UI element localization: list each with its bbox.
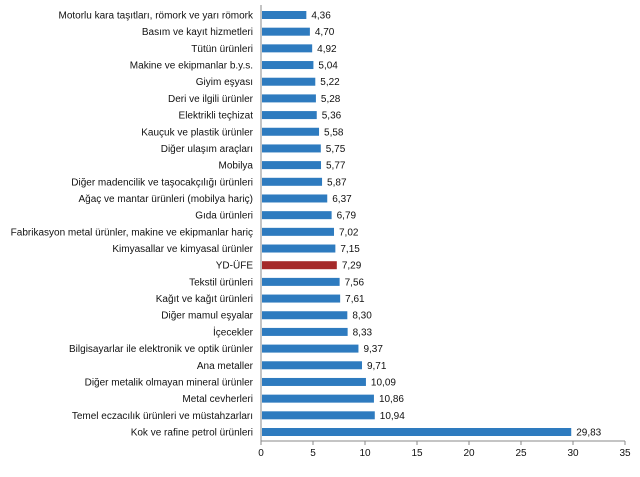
bar: [262, 261, 337, 270]
bar: [262, 277, 340, 286]
bar: [262, 77, 316, 86]
bar: [262, 428, 572, 436]
data-label: 5,75: [326, 144, 346, 155]
category-label: Basım ve kayıt hizmetleri: [142, 27, 253, 38]
data-label: 5,36: [322, 111, 342, 122]
bar: [262, 44, 313, 53]
data-label: 10,94: [380, 411, 405, 422]
category-label: Kağıt ve kağıt ürünleri: [156, 294, 253, 305]
data-label: 5,04: [318, 61, 338, 72]
category-label: Fabrikasyon metal ürünler, makine ve eki…: [11, 227, 253, 238]
x-tick-label: 10: [359, 448, 371, 459]
category-label: Kok ve rafine petrol ürünleri: [131, 428, 253, 439]
bar: [262, 111, 317, 120]
bar: [262, 361, 362, 370]
data-label: 4,70: [315, 27, 335, 38]
bar: [262, 144, 321, 153]
data-label: 7,29: [342, 261, 362, 272]
bar: [262, 161, 322, 170]
bar: [262, 344, 359, 353]
category-label: İçecekler: [213, 325, 254, 338]
data-label: 29,83: [576, 428, 601, 439]
bar: [262, 27, 310, 36]
data-label: 5,58: [324, 127, 344, 138]
data-label: 5,28: [321, 94, 341, 105]
data-label: 7,56: [345, 277, 365, 288]
x-tick-label: 35: [619, 448, 631, 459]
data-label: 9,71: [367, 361, 387, 372]
data-label: 8,33: [353, 327, 373, 338]
bar: [262, 394, 374, 403]
category-label: Metal cevherleri: [182, 394, 253, 405]
category-label: YD-ÜFE: [216, 260, 254, 272]
data-label: 5,22: [320, 77, 340, 88]
bar: [262, 377, 366, 386]
category-label: Ana metaller: [197, 361, 254, 372]
data-label: 4,92: [317, 44, 337, 55]
category-label: Diğer metalik olmayan mineral ürünler: [85, 377, 254, 388]
bar: [262, 177, 323, 186]
data-label: 7,61: [345, 294, 365, 305]
bar: [262, 411, 375, 420]
x-tick-label: 0: [258, 448, 264, 459]
bar: [262, 244, 336, 253]
bar: [262, 211, 332, 220]
category-label: Kimyasallar ve kimyasal ürünler: [112, 244, 253, 255]
category-label: Mobilya: [219, 161, 254, 172]
data-label: 9,37: [363, 344, 383, 355]
category-label: Temel eczacılık ürünleri ve müstahzarlar…: [72, 411, 253, 422]
data-label: 4,36: [311, 11, 331, 22]
bar: [262, 61, 314, 70]
category-label: Makine ve ekipmanlar b.y.s.: [130, 61, 253, 72]
data-label: 8,30: [352, 311, 372, 322]
category-label: Ağaç ve mantar ürünleri (mobilya hariç): [78, 194, 253, 205]
category-label: Gıda ürünleri: [195, 211, 253, 222]
x-tick-label: 20: [463, 448, 475, 459]
category-label: Tütün ürünleri: [191, 44, 253, 55]
bar: [262, 294, 341, 303]
category-label: Deri ve ilgili ürünler: [168, 94, 254, 105]
category-label: Diğer madencilik ve taşocakçılığı ürünle…: [71, 177, 253, 188]
data-label: 10,86: [379, 394, 404, 405]
category-label: Diğer ulaşım araçları: [161, 144, 253, 155]
category-label: Motorlu kara taşıtları, römork ve yarı r…: [59, 11, 254, 22]
category-label: Giyim eşyası: [196, 77, 253, 88]
x-tick-label: 25: [515, 448, 527, 459]
bar: [262, 194, 328, 203]
data-label: 7,02: [339, 227, 359, 238]
category-label: Diğer mamul eşyalar: [161, 311, 253, 322]
data-label: 6,79: [337, 211, 357, 222]
category-label: Tekstil ürünleri: [189, 277, 253, 288]
x-tick-label: 15: [411, 448, 423, 459]
data-label: 5,77: [326, 161, 346, 172]
x-tick-label: 30: [567, 448, 579, 459]
data-label: 5,87: [327, 177, 347, 188]
category-label: Elektrikli teçhizat: [179, 111, 254, 122]
category-label: Bilgisayarlar ile elektronik ve optik ür…: [69, 344, 254, 355]
bar: [262, 127, 320, 136]
x-tick-label: 5: [310, 448, 316, 459]
bar: [262, 311, 348, 320]
data-label: 10,09: [371, 377, 396, 388]
data-label: 7,15: [340, 244, 360, 255]
bar: [262, 11, 307, 19]
category-label: Kauçuk ve plastik ürünler: [141, 127, 253, 138]
bar: [262, 94, 316, 103]
bar: [262, 227, 335, 236]
bar: [262, 327, 348, 336]
data-label: 6,37: [332, 194, 352, 205]
